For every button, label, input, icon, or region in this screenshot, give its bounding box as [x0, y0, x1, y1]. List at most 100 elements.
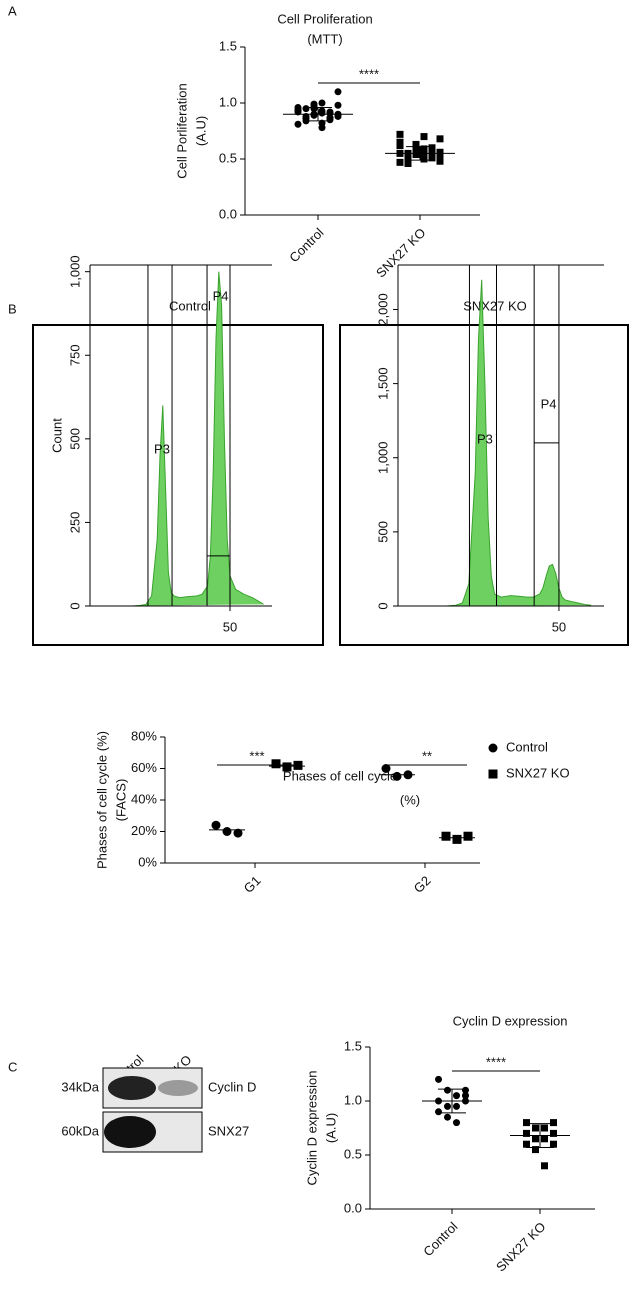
chart-title: Cell Proliferation	[277, 11, 372, 26]
data-point	[532, 1124, 539, 1132]
y-tick-label: 0.5	[344, 1146, 362, 1161]
y-tick-label: 500	[375, 521, 390, 543]
gate-label: P4	[213, 288, 229, 303]
y-tick-label: 0.0	[344, 1200, 362, 1215]
data-point	[294, 103, 302, 111]
data-point	[420, 155, 428, 163]
gate-label: P4	[541, 396, 557, 411]
data-point	[550, 1119, 557, 1127]
x-tick-label: SNX27 KO	[493, 1219, 549, 1275]
data-point	[428, 144, 436, 152]
y-tick-label: 80%	[131, 728, 157, 743]
data-point	[541, 1124, 548, 1132]
y-tick-label: 1.5	[344, 1038, 362, 1053]
chart-title: SNX27 KO	[463, 298, 527, 313]
gate-label: P3	[477, 431, 493, 446]
data-point	[392, 771, 402, 781]
y-tick-label: 500	[67, 428, 82, 450]
protein-label: SNX27	[208, 1123, 249, 1138]
chart-subtitle: (%)	[400, 792, 420, 807]
chart-title: Control	[169, 298, 211, 313]
data-point	[420, 145, 428, 153]
data-point	[222, 827, 232, 836]
gate-label: P3	[154, 441, 170, 456]
data-point	[550, 1129, 557, 1137]
x-tick-label: 50	[223, 619, 237, 634]
panel-label: C	[8, 1059, 17, 1074]
data-point	[444, 1102, 451, 1110]
data-point	[441, 831, 451, 841]
data-point	[293, 760, 303, 770]
band	[158, 1080, 198, 1096]
plot-frame	[32, 324, 324, 646]
histogram-area	[430, 279, 592, 607]
y-tick-label: 20%	[131, 823, 157, 838]
panel-label: A	[8, 3, 17, 18]
y-tick-label: 0.5	[219, 150, 237, 165]
data-point	[523, 1129, 530, 1137]
data-point	[334, 101, 342, 109]
data-point	[318, 124, 326, 132]
data-point	[412, 146, 420, 154]
x-tick-label: SNX27 KO	[373, 225, 429, 281]
data-point	[294, 120, 302, 128]
x-tick-label: G2	[411, 873, 434, 896]
y-tick-label: 1,500	[375, 367, 390, 400]
band	[104, 1116, 156, 1148]
y-tick-label: 2,000	[375, 293, 390, 326]
plot-frame	[339, 324, 629, 646]
data-point	[420, 151, 428, 159]
x-tick-label: 50	[552, 619, 566, 634]
y-axis-label: (A.U)	[323, 1113, 338, 1143]
data-point	[462, 1092, 469, 1100]
data-point	[435, 1108, 442, 1116]
x-tick-label: Control	[420, 1219, 460, 1259]
y-tick-label: 1.5	[219, 38, 237, 53]
data-point	[488, 743, 498, 753]
data-point	[435, 1075, 442, 1083]
protein-label: Cyclin D	[208, 1079, 256, 1094]
data-point	[211, 820, 221, 830]
data-point	[532, 1146, 539, 1154]
data-point	[453, 1119, 460, 1127]
x-tick-label: G1	[241, 873, 264, 896]
data-point	[404, 159, 412, 167]
chart-title: Phases of cell cycle	[283, 768, 397, 783]
data-point	[436, 135, 444, 143]
data-point	[462, 1086, 469, 1094]
legend-label: SNX27 KO	[506, 765, 570, 780]
data-point	[396, 142, 404, 150]
y-tick-label: 0.0	[219, 206, 237, 221]
y-tick-label: 1.0	[219, 94, 237, 109]
data-point	[318, 109, 326, 117]
y-tick-label: 250	[67, 512, 82, 534]
y-tick-label: 750	[67, 344, 82, 366]
y-tick-label: 1,000	[375, 441, 390, 474]
data-point	[310, 100, 318, 108]
data-point	[420, 133, 428, 141]
band	[108, 1076, 156, 1100]
data-point	[310, 111, 318, 119]
y-tick-label: 0	[375, 602, 390, 609]
data-point	[463, 831, 473, 841]
significance-label: ***	[249, 748, 264, 763]
y-tick-label: 1.0	[344, 1092, 362, 1107]
data-point	[550, 1140, 557, 1148]
data-point	[396, 130, 404, 138]
y-tick-label: 60%	[131, 760, 157, 775]
data-point	[428, 153, 436, 161]
data-point	[453, 1092, 460, 1100]
mw-label: 34kDa	[61, 1079, 99, 1094]
y-tick-label: 1,000	[67, 255, 82, 288]
data-point	[412, 140, 420, 148]
data-point	[233, 828, 243, 838]
chart-subtitle: (MTT)	[307, 31, 342, 46]
data-point	[302, 105, 310, 113]
data-point	[396, 158, 404, 166]
x-tick-label: Control	[286, 225, 326, 265]
data-point	[541, 1135, 548, 1143]
data-point	[532, 1135, 539, 1143]
data-point	[318, 99, 326, 107]
